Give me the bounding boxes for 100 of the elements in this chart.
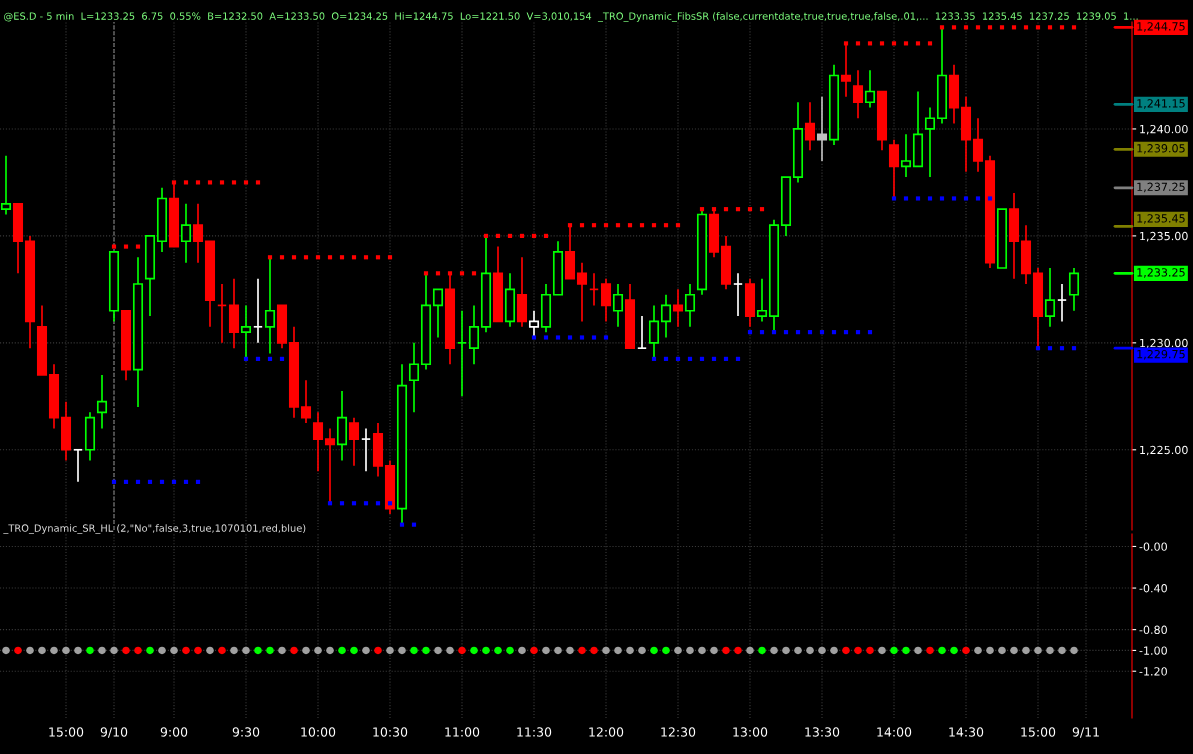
ref-line-label: 1,237.25 (1137, 182, 1185, 193)
y-tick-label: -1.20 (1139, 667, 1167, 676)
point (111, 479, 117, 484)
point (951, 196, 957, 201)
point (603, 335, 609, 340)
point (783, 330, 789, 335)
point (843, 330, 849, 335)
x-tick-label: 11:00 (445, 727, 480, 737)
candlestick (852, 69, 864, 120)
x-tick-label: 9/11 (1072, 727, 1099, 738)
y-tick-label: -0.00 (1139, 542, 1167, 551)
point (987, 196, 993, 201)
point (687, 356, 693, 361)
x-tick-label: 10:00 (301, 727, 336, 737)
ref-line-label: 1,244.75 (1137, 22, 1185, 32)
candlestick (264, 256, 276, 355)
y-tick-label: 1,235.00 (1140, 231, 1188, 242)
point (243, 356, 249, 361)
point (159, 479, 165, 484)
point (183, 479, 189, 484)
point (279, 356, 285, 361)
point (807, 330, 813, 335)
ref-line-label: 1,229.75 (1137, 349, 1185, 360)
point (1071, 346, 1077, 351)
candlestick (312, 411, 324, 473)
ref-line-label: 1,239.05 (1137, 144, 1185, 154)
point (867, 330, 873, 335)
point (831, 330, 837, 335)
point (339, 501, 345, 506)
candlestick (924, 106, 936, 178)
candlestick (756, 277, 768, 323)
candlestick (804, 101, 816, 152)
y-tick-label: -0.40 (1139, 584, 1167, 593)
candlestick (672, 288, 684, 328)
candlestick (840, 42, 852, 98)
x-tick-label: 15:00 (1021, 727, 1056, 737)
point (171, 479, 177, 484)
x-tick-label: 10:30 (373, 727, 408, 737)
point (1059, 346, 1065, 351)
x-tick-label: 13:00 (733, 727, 768, 737)
point (591, 335, 597, 340)
candlestick (252, 277, 264, 344)
candlestick (348, 416, 360, 467)
candlestick (180, 202, 192, 264)
point (759, 330, 765, 335)
x-tick-label: 15:00 (49, 727, 84, 737)
candlestick (576, 261, 588, 323)
candlestick (888, 138, 900, 200)
point (375, 501, 381, 506)
point (891, 196, 897, 201)
point (531, 335, 537, 340)
point (267, 356, 273, 361)
point (819, 330, 825, 335)
y-tick-label: -1.00 (1139, 646, 1167, 655)
point (195, 479, 201, 484)
point (699, 356, 705, 361)
candlestick (600, 277, 612, 323)
chart-title: _TRO_Dynamic_SR_HL (2,"No",false,3,true,1070101,red,blue) (3, 524, 306, 534)
candlestick (456, 309, 468, 398)
candlestick (1068, 267, 1080, 312)
point (711, 356, 717, 361)
candlestick (972, 117, 984, 173)
point (123, 479, 129, 484)
candlestick (684, 283, 696, 328)
point (135, 479, 141, 484)
point (555, 335, 561, 340)
candlestick (408, 342, 420, 414)
point (735, 356, 741, 361)
point (675, 356, 681, 361)
x-tick-label: 12:30 (661, 727, 696, 737)
x-tick-label: 13:30 (805, 727, 840, 737)
point (651, 356, 657, 361)
candlestick (360, 427, 372, 473)
candlestick (240, 304, 252, 360)
candlestick (864, 69, 876, 109)
candlestick (96, 374, 108, 430)
y-tick-label: 1,230.00 (1140, 338, 1188, 349)
point (399, 522, 405, 527)
candlestick (528, 309, 540, 339)
point (1035, 346, 1041, 351)
candlestick (1044, 267, 1056, 328)
point (1047, 346, 1053, 351)
point (663, 356, 669, 361)
candlestick (0, 154, 12, 216)
x-tick-label: 9/10 (100, 727, 128, 738)
x-tick-label: 14:00 (877, 727, 912, 737)
x-tick-label: 14:30 (949, 727, 984, 737)
candlestick (300, 379, 312, 424)
candlestick (816, 96, 828, 162)
candlestick (432, 288, 444, 339)
candlestick (636, 315, 648, 350)
x-tick-label: 9:00 (160, 727, 188, 737)
point (327, 501, 333, 506)
point (723, 356, 729, 361)
point (975, 196, 981, 201)
point (567, 335, 573, 340)
ref-line-label: 1,241.15 (1137, 99, 1185, 109)
x-tick-label: 11:30 (517, 727, 552, 737)
point (255, 356, 261, 361)
point (855, 330, 861, 335)
